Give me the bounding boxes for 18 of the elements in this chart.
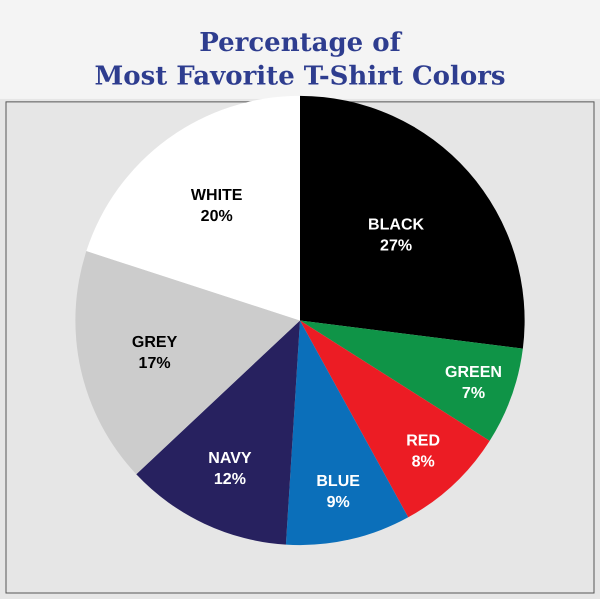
pie-slice [300, 96, 525, 349]
data-label: 7% [462, 384, 486, 402]
data-label: 20% [200, 208, 233, 225]
slice-label: BLUE [316, 472, 360, 490]
slice-label: GREEN [445, 364, 502, 382]
slice-label: NAVY [208, 450, 252, 468]
pie-slice [76, 251, 300, 474]
data-label: 12% [214, 470, 246, 488]
pie-slice [286, 320, 408, 545]
data-label: 17% [138, 354, 171, 372]
data-label: 9% [326, 494, 350, 511]
slice-label: RED [406, 432, 440, 450]
slice-label: BLACK [368, 216, 424, 234]
slice-label: GREY [132, 334, 178, 352]
data-label: 27% [380, 237, 412, 254]
chart-title: Percentage of Most Favorite T-Shirt Colors [94, 28, 506, 92]
data-label: 8% [412, 454, 435, 470]
slice-label: WHITE [190, 187, 243, 204]
